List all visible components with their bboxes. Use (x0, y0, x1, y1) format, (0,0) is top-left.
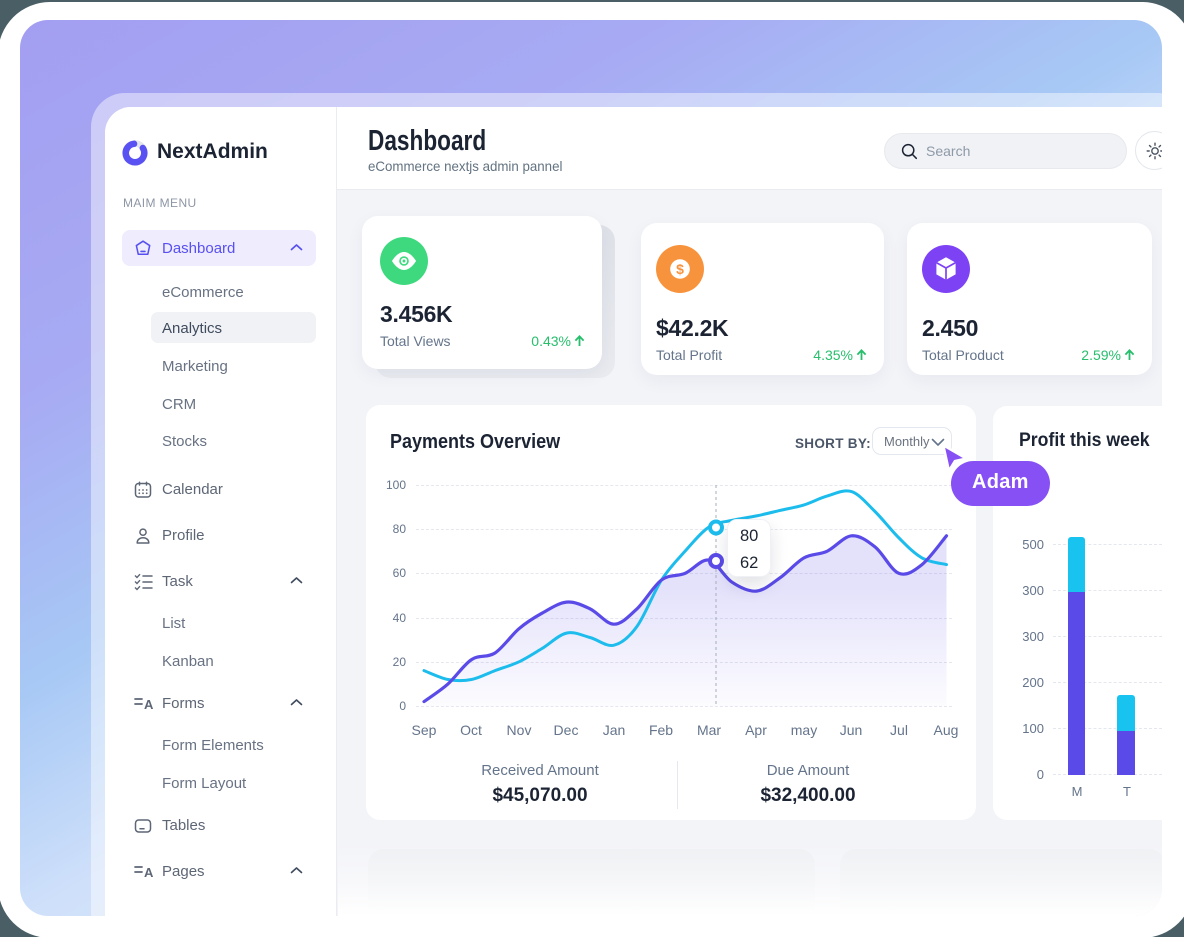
svg-text:A: A (144, 865, 153, 880)
svg-text:$: $ (676, 261, 684, 277)
svg-text:A: A (144, 697, 153, 712)
